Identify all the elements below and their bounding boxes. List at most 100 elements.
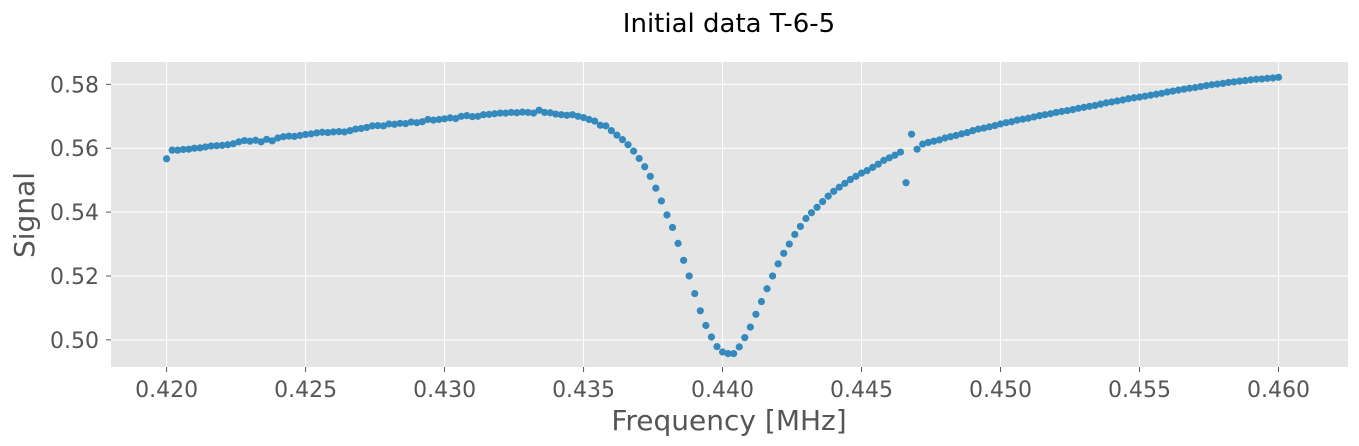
data-point	[1024, 114, 1032, 122]
data-point	[1135, 93, 1144, 101]
data-point	[1241, 76, 1249, 85]
data-point	[1074, 104, 1082, 112]
data-point	[207, 142, 215, 150]
data-point	[752, 310, 760, 318]
data-point	[1247, 76, 1255, 84]
data-point	[529, 109, 538, 117]
x-tick-label: 0.460	[1247, 378, 1310, 403]
data-point	[568, 111, 577, 119]
data-point	[885, 154, 893, 162]
data-point	[1158, 89, 1166, 97]
data-point	[924, 138, 932, 147]
data-point	[163, 155, 171, 163]
data-point	[1252, 75, 1260, 83]
data-point	[702, 321, 710, 330]
x-axis-label: Frequency [MHz]	[611, 404, 846, 437]
data-point	[1147, 91, 1155, 99]
data-point	[768, 272, 777, 280]
x-axis-ticks: 0.420 0.425 0.430 0.435 0.440 0.445 0.450 0.455…	[135, 367, 1310, 403]
data-point	[657, 197, 666, 205]
data-point	[263, 135, 271, 143]
data-point	[196, 144, 204, 152]
data-point	[735, 343, 743, 351]
data-point	[591, 117, 599, 125]
data-point	[641, 163, 649, 171]
data-point	[1219, 79, 1227, 87]
data-point	[424, 115, 432, 124]
data-point	[1163, 88, 1171, 96]
data-point	[1085, 102, 1094, 110]
data-point	[413, 119, 421, 127]
data-point	[941, 134, 949, 142]
data-point	[1202, 82, 1210, 90]
data-point	[1108, 98, 1116, 106]
data-point	[1019, 115, 1027, 123]
data-point	[796, 222, 804, 231]
data-point	[635, 154, 643, 163]
data-point	[813, 203, 821, 211]
data-point	[574, 112, 582, 120]
data-point	[630, 147, 638, 155]
data-point	[1230, 78, 1238, 86]
data-point	[857, 169, 866, 177]
data-point	[496, 109, 504, 117]
data-point	[251, 136, 260, 144]
data-point	[524, 108, 532, 117]
data-point	[618, 136, 627, 144]
data-point	[307, 130, 315, 138]
data-point	[713, 342, 721, 351]
data-point	[841, 179, 849, 187]
data-point	[385, 120, 393, 128]
data-point	[874, 160, 882, 168]
data-point	[1102, 99, 1110, 107]
data-points	[163, 73, 1283, 358]
data-point	[218, 141, 226, 149]
data-point	[730, 349, 738, 358]
data-point	[707, 333, 716, 341]
data-point	[1041, 111, 1049, 119]
data-point	[1169, 87, 1177, 95]
data-point	[1091, 101, 1099, 110]
data-point	[407, 118, 415, 126]
data-point	[368, 122, 376, 130]
data-point	[652, 184, 660, 192]
data-point	[946, 133, 955, 141]
y-tick-label: 0.56	[50, 137, 99, 162]
data-point	[824, 192, 832, 200]
data-point	[468, 113, 476, 121]
data-point	[807, 209, 816, 217]
y-tick-label: 0.58	[50, 73, 99, 98]
data-point	[869, 163, 877, 171]
data-point	[791, 230, 799, 239]
data-point	[1013, 116, 1021, 124]
data-point	[324, 128, 332, 137]
data-point	[329, 128, 337, 136]
data-point	[819, 197, 827, 206]
data-point	[668, 223, 677, 232]
data-point	[168, 146, 176, 154]
data-point	[602, 122, 610, 130]
data-point	[891, 151, 899, 159]
data-point	[396, 119, 404, 127]
data-point	[1197, 82, 1205, 91]
data-point	[607, 127, 615, 135]
data-point	[1124, 95, 1132, 103]
data-point	[1063, 106, 1071, 115]
data-point	[1185, 84, 1194, 92]
data-point	[613, 131, 621, 139]
data-point	[285, 132, 293, 140]
data-point	[474, 112, 482, 120]
data-point	[913, 145, 921, 153]
data-point	[880, 156, 888, 164]
data-point	[741, 334, 749, 342]
data-point	[552, 110, 560, 118]
data-point	[846, 175, 855, 184]
data-point	[313, 129, 321, 137]
data-point	[680, 256, 688, 264]
data-point	[1035, 112, 1044, 120]
data-point	[301, 130, 310, 139]
data-point	[863, 166, 871, 175]
data-point	[835, 183, 843, 191]
data-point	[541, 108, 549, 117]
data-point	[224, 141, 232, 149]
